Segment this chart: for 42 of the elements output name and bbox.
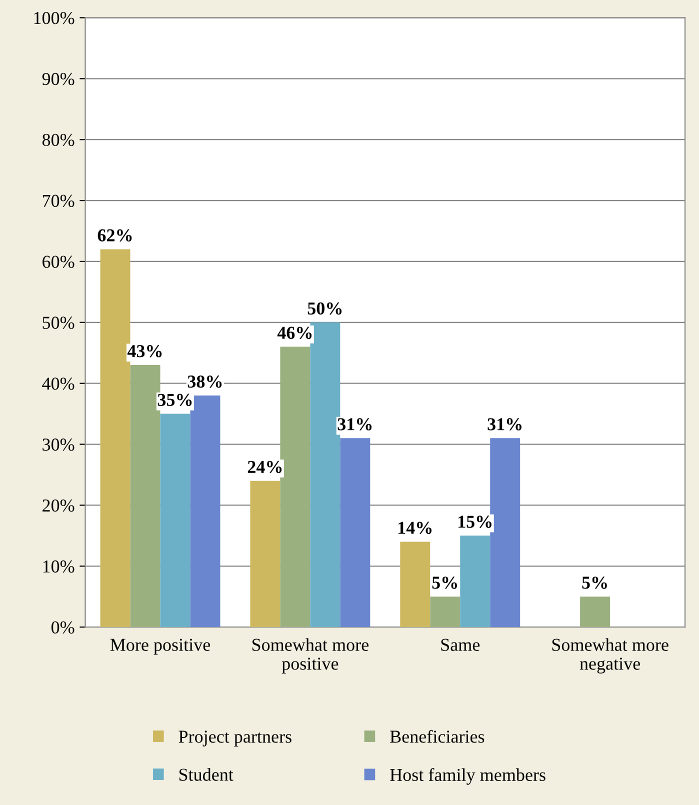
bar: [280, 346, 310, 628]
y-tick-label: 80%: [42, 134, 74, 146]
legend-label: Host family members: [390, 768, 546, 785]
data-label: 35%: [158, 394, 192, 406]
data-label: 24%: [248, 460, 282, 474]
data-label: 50%: [308, 302, 342, 315]
data-label: 14%: [398, 522, 432, 534]
data-label: 15%: [458, 516, 492, 528]
data-label: 5%: [582, 576, 607, 589]
data-label: 31%: [488, 418, 522, 430]
bar: [400, 542, 430, 628]
legend-label: Student: [179, 768, 234, 781]
bar: [580, 596, 610, 628]
y-tick-label: 30%: [42, 438, 74, 451]
y-tick-label: 50%: [42, 316, 74, 329]
bar: [430, 596, 460, 628]
y-tick-label: 20%: [42, 499, 74, 512]
y-tick-label: 60%: [42, 256, 74, 268]
x-tick-label: Same: [441, 638, 480, 651]
legend-label: Beneficiaries: [390, 730, 484, 743]
x-tick-label: Somewhat more negative: [552, 638, 668, 674]
legend-label: Project partners: [178, 730, 292, 746]
y-tick-label: 100%: [34, 12, 74, 24]
y-tick-label: 10%: [43, 560, 74, 573]
y-tick-label: 70%: [42, 194, 74, 208]
data-label: 38%: [188, 376, 222, 388]
data-label: 46%: [277, 326, 312, 340]
bar: [490, 438, 520, 628]
bar: [190, 396, 220, 628]
x-tick-label: Somewhat more positive: [252, 638, 368, 674]
x-tick-label: More positive: [110, 638, 210, 655]
bar: [340, 438, 370, 628]
data-label: 62%: [98, 229, 132, 242]
data-label: 31%: [338, 418, 372, 430]
bar: [460, 536, 490, 628]
data-label: 5%: [432, 576, 457, 589]
y-tick-label: 90%: [42, 72, 74, 86]
bar: [160, 414, 190, 628]
bar: [250, 480, 280, 628]
y-tick-label: 40%: [42, 378, 74, 390]
y-tick-label: 0%: [51, 621, 74, 634]
data-label: 43%: [127, 345, 162, 358]
